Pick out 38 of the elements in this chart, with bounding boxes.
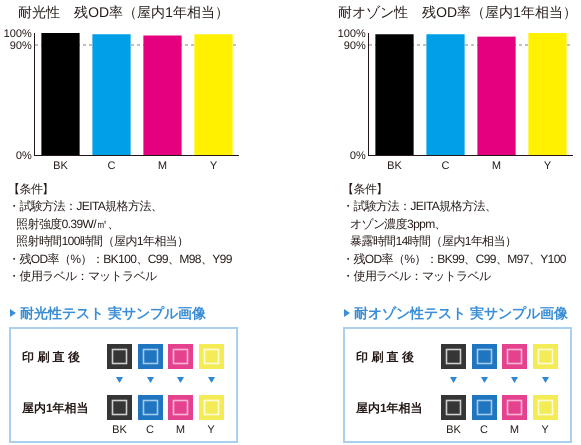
text: 【条件】: [342, 181, 388, 198]
y-tick-label: 0%: [350, 150, 366, 162]
text: ・残OD率（%）：BK100、C99、M98、Y99: [8, 250, 232, 268]
chart-title: 耐光性 残OD率（屋内1年相当）: [18, 4, 229, 20]
category-label: C: [480, 424, 488, 436]
category-label: Y: [207, 424, 215, 436]
text: 耐オゾン性テスト 実サンプル画像: [354, 304, 568, 322]
x-tick-label: M: [158, 160, 168, 172]
x-tick-label: C: [442, 160, 450, 172]
category-label: Y: [541, 424, 549, 436]
text: ・残OD率（%）：BK99、C99、M97、Y100: [342, 250, 566, 268]
category-label: BK: [446, 424, 461, 436]
text: 耐光性テスト 実サンプル画像: [20, 304, 206, 322]
text: 屋内1年相当: [22, 401, 89, 415]
x-tick-label: Y: [210, 160, 218, 172]
category-label: C: [146, 424, 154, 436]
category-label: M: [510, 424, 520, 436]
x-tick-label: BK: [387, 160, 402, 172]
y-tick-label: 90%: [344, 40, 366, 52]
x-tick-label: BK: [53, 160, 68, 172]
y-tick-label: 0%: [16, 150, 32, 162]
text: ・使用ラベル：マットラベル: [8, 268, 156, 286]
y-tick-label: 100%: [4, 28, 32, 40]
category-label: BK: [112, 424, 127, 436]
text: ・試験方法：JEITA規格方法、オゾン濃度3ppm、暴露時間14時間（屋内1年相当）: [342, 198, 516, 250]
y-tick-label: 100%: [338, 28, 366, 40]
x-tick-label: M: [492, 160, 502, 172]
text: 屋内1年相当: [356, 401, 423, 415]
x-tick-label: C: [108, 160, 116, 172]
text: 印 刷 直 後: [22, 350, 80, 364]
text: 【条件】: [8, 181, 54, 198]
y-tick-label: 90%: [10, 40, 32, 52]
category-label: M: [176, 424, 186, 436]
chart-title: 耐オゾン性 残OD率（屋内1年相当）: [338, 4, 577, 20]
text: 印 刷 直 後: [356, 350, 414, 364]
text: ・使用ラベル：マットラベル: [342, 268, 490, 286]
text: ・試験方法：JEITA規格方法、照射強度0.39W/㎡、照射時間100時間（屋内1年相当）: [8, 198, 188, 250]
x-tick-label: Y: [544, 160, 552, 172]
